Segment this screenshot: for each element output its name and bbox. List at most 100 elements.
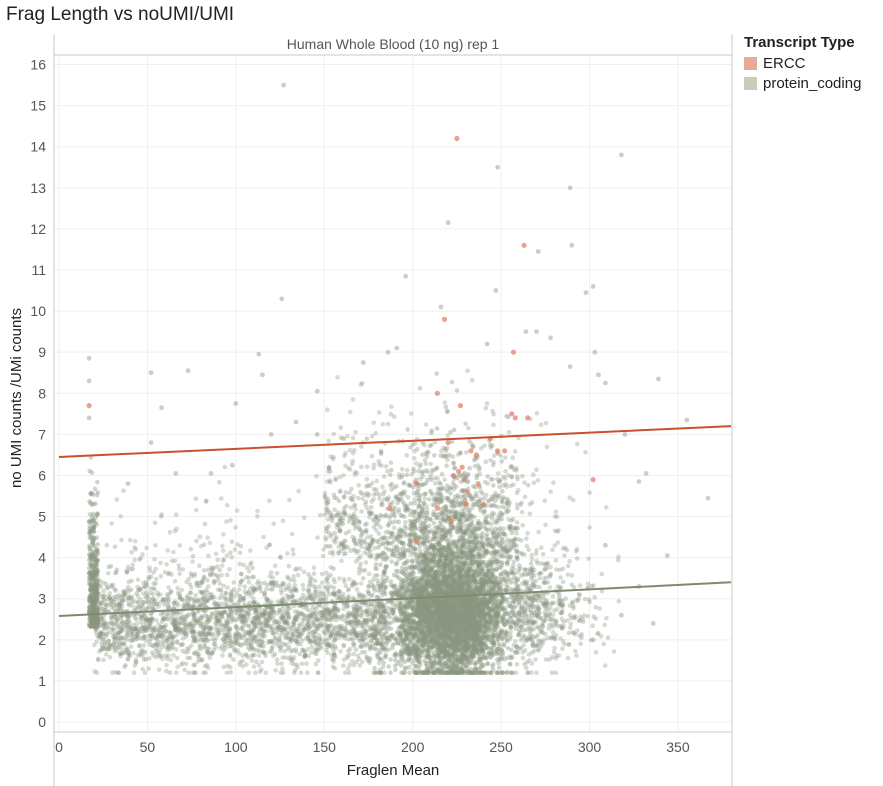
protein-coding-point [88, 529, 94, 534]
protein-coding-point [90, 517, 96, 522]
protein-coding-point [262, 651, 268, 656]
protein-coding-point [279, 590, 284, 596]
protein-coding-point [94, 621, 100, 626]
protein-coding-point [341, 634, 346, 639]
protein-coding-point [95, 607, 100, 612]
protein-coding-point [347, 662, 353, 668]
protein-coding-point [281, 615, 286, 621]
protein-coding-point [186, 670, 191, 675]
protein-coding-point [86, 571, 92, 576]
protein-coding-point [91, 606, 97, 611]
protein-coding-point [191, 598, 197, 603]
protein-coding-point [268, 579, 274, 585]
protein-coding-point [177, 591, 182, 597]
protein-coding-point [94, 590, 100, 596]
protein-coding-point [206, 626, 212, 632]
protein-coding-point [311, 634, 316, 639]
protein-coding-point [109, 622, 115, 627]
protein-coding-point [144, 628, 149, 633]
protein-coding-point [388, 657, 393, 662]
protein-coding-point [194, 507, 199, 513]
protein-coding-point [315, 646, 320, 652]
protein-coding-point [329, 652, 335, 658]
protein-coding-point [320, 553, 326, 559]
protein-coding-point [285, 576, 291, 581]
protein-coding-point [221, 548, 226, 554]
protein-coding-point [91, 602, 96, 608]
protein-coding-point [234, 640, 239, 645]
protein-coding-point [251, 664, 257, 669]
protein-coding-point [295, 572, 301, 578]
protein-coding-point [191, 639, 196, 644]
protein-coding-point [146, 634, 152, 639]
protein-coding-point [121, 488, 126, 494]
protein-coding-point [261, 629, 267, 634]
protein-coding-point [187, 645, 192, 651]
protein-coding-point [369, 602, 374, 608]
protein-coding-point [89, 502, 95, 508]
protein-coding-point [148, 601, 154, 606]
protein-coding-point [246, 623, 251, 628]
protein-coding-point [151, 592, 156, 597]
protein-coding-point [93, 615, 99, 620]
protein-coding-point [183, 632, 189, 637]
protein-coding-point [233, 625, 239, 630]
protein-coding-point [331, 659, 336, 664]
protein-coding-point [224, 670, 230, 675]
protein-coding-point [351, 643, 357, 649]
protein-coding-point [282, 632, 288, 637]
protein-coding-point [220, 543, 225, 549]
protein-coding-point [362, 567, 368, 573]
protein-coding-point [92, 582, 97, 587]
protein-coding-point [92, 609, 97, 615]
protein-coding-point [168, 589, 174, 594]
protein-coding-point [179, 597, 185, 603]
protein-coding-point [271, 521, 277, 526]
protein-coding-point [234, 508, 240, 513]
protein-coding-point [293, 586, 299, 592]
protein-coding-point [92, 620, 97, 625]
protein-coding-point [87, 535, 93, 541]
protein-coding-point [126, 613, 132, 619]
protein-coding-point [90, 582, 96, 587]
protein-coding-point [351, 595, 356, 601]
protein-coding-point [94, 511, 100, 516]
protein-coding-point [228, 596, 234, 602]
protein-coding-point [92, 553, 98, 558]
protein-coding-point [135, 593, 140, 599]
protein-coding-point [143, 638, 149, 643]
protein-coding-point [311, 571, 317, 576]
protein-coding-point [90, 540, 96, 546]
protein-coding-point [122, 641, 127, 647]
protein-coding-point [94, 581, 99, 587]
protein-coding-point [88, 616, 93, 621]
protein-coding-point [180, 567, 186, 572]
protein-coding-point [346, 594, 352, 599]
protein-coding-point [221, 583, 226, 589]
protein-coding-point [166, 616, 172, 622]
protein-coding-point [267, 624, 273, 629]
protein-coding-point [204, 594, 210, 599]
protein-coding-point [91, 586, 97, 591]
protein-coding-point [90, 616, 95, 621]
protein-coding-point [331, 585, 337, 590]
protein-coding-point [389, 467, 394, 473]
protein-coding-point [107, 601, 112, 607]
protein-coding-point [250, 574, 255, 580]
protein-coding-point [204, 637, 210, 643]
protein-coding-point [134, 617, 139, 622]
protein-coding-point [164, 561, 169, 567]
protein-coding-point [129, 578, 134, 584]
protein-coding-point [319, 614, 325, 619]
protein-coding-point [280, 655, 286, 660]
protein-coding-points [86, 368, 622, 675]
protein-coding-point [224, 572, 230, 578]
protein-coding-point [95, 620, 100, 625]
protein-coding-point [88, 582, 94, 587]
protein-coding-point [158, 560, 163, 566]
protein-coding-point [112, 627, 117, 633]
protein-coding-point [135, 629, 140, 634]
protein-coding-point [195, 610, 200, 615]
protein-coding-point [388, 670, 393, 675]
protein-coding-point [241, 628, 246, 633]
